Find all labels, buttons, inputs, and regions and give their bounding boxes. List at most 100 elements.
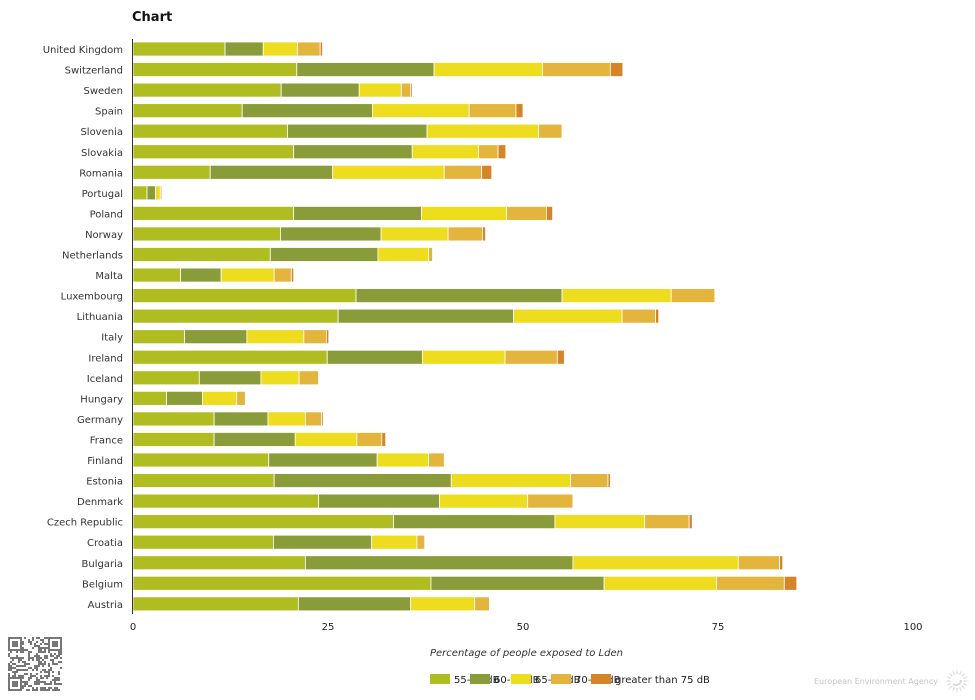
bar-segment[interactable]: [380, 226, 449, 242]
bar-segment[interactable]: [132, 123, 288, 139]
bar-segment[interactable]: [132, 432, 215, 447]
bar-segment[interactable]: [132, 205, 295, 221]
bar-segment[interactable]: [303, 329, 327, 345]
bar-segment[interactable]: [426, 123, 539, 139]
bar-segment[interactable]: [132, 267, 181, 283]
bar-segment[interactable]: [132, 226, 281, 242]
bar-segment[interactable]: [779, 555, 784, 571]
bar-segment[interactable]: [356, 432, 383, 447]
bar-segment[interactable]: [428, 452, 445, 468]
bar-segment[interactable]: [132, 370, 200, 386]
bar-segment[interactable]: [326, 349, 423, 365]
legend-item[interactable]: greater than 75 dB: [591, 674, 710, 686]
bar-segment[interactable]: [132, 555, 306, 571]
bar-segment[interactable]: [393, 514, 556, 530]
bar-segment[interactable]: [478, 144, 499, 160]
bar-segment[interactable]: [132, 247, 271, 262]
bar-segment[interactable]: [474, 596, 490, 612]
bar-segment[interactable]: [506, 205, 547, 221]
bar-segment[interactable]: [607, 473, 611, 488]
bar-segment[interactable]: [298, 370, 320, 386]
bar-segment[interactable]: [416, 534, 426, 550]
bar-segment[interactable]: [337, 308, 515, 324]
bar-segment[interactable]: [714, 288, 717, 304]
bar-segment[interactable]: [241, 103, 373, 119]
bar-segment[interactable]: [572, 493, 575, 509]
bar-segment[interactable]: [377, 247, 430, 262]
bar-segment[interactable]: [268, 452, 378, 468]
bar-segment[interactable]: [155, 185, 161, 201]
bar-segment[interactable]: [132, 493, 320, 509]
bar-segment[interactable]: [670, 288, 716, 304]
bar-segment[interactable]: [513, 308, 623, 324]
bar-segment[interactable]: [220, 267, 275, 283]
bar-segment[interactable]: [318, 493, 440, 509]
bar-segment[interactable]: [410, 82, 413, 98]
bar-segment[interactable]: [376, 452, 430, 468]
bar-segment[interactable]: [411, 144, 479, 160]
bar-segment[interactable]: [372, 103, 470, 119]
bar-segment[interactable]: [515, 103, 524, 119]
bar-segment[interactable]: [400, 82, 412, 98]
bar-segment[interactable]: [381, 432, 387, 447]
bar-segment[interactable]: [213, 411, 269, 427]
bar-segment[interactable]: [132, 185, 148, 201]
bar-segment[interactable]: [132, 82, 282, 98]
bar-segment[interactable]: [655, 308, 660, 324]
bar-segment[interactable]: [332, 164, 445, 180]
bar-segment[interactable]: [443, 164, 483, 180]
bar-segment[interactable]: [468, 103, 517, 119]
bar-segment[interactable]: [132, 514, 394, 530]
bar-segment[interactable]: [132, 329, 185, 345]
bar-segment[interactable]: [246, 329, 305, 345]
bar-segment[interactable]: [497, 144, 507, 160]
bar-segment[interactable]: [783, 575, 798, 591]
bar-segment[interactable]: [132, 103, 243, 119]
bar-segment[interactable]: [132, 62, 298, 77]
bar-segment[interactable]: [430, 575, 605, 591]
bar-segment[interactable]: [737, 555, 781, 571]
bar-segment[interactable]: [688, 514, 693, 530]
bar-segment[interactable]: [132, 308, 339, 324]
bar-segment[interactable]: [318, 370, 320, 386]
bar-segment[interactable]: [319, 41, 323, 57]
bar-segment[interactable]: [273, 473, 452, 488]
bar-segment[interactable]: [202, 390, 238, 406]
bar-segment[interactable]: [290, 267, 295, 283]
bar-segment[interactable]: [180, 267, 222, 283]
bar-segment[interactable]: [716, 575, 785, 591]
bar-segment[interactable]: [297, 41, 321, 57]
bar-segment[interactable]: [538, 123, 563, 139]
bar-segment[interactable]: [184, 329, 248, 345]
bar-segment[interactable]: [428, 247, 433, 262]
bar-segment[interactable]: [421, 205, 508, 221]
bar-segment[interactable]: [159, 185, 163, 201]
bar-segment[interactable]: [132, 390, 167, 406]
bar-segment[interactable]: [213, 432, 296, 447]
bar-segment[interactable]: [355, 288, 563, 304]
bar-segment[interactable]: [132, 575, 432, 591]
bar-segment[interactable]: [644, 514, 690, 530]
bar-segment[interactable]: [297, 596, 412, 612]
bar-segment[interactable]: [198, 370, 262, 386]
bar-segment[interactable]: [132, 349, 328, 365]
bar-segment[interactable]: [527, 493, 574, 509]
bar-segment[interactable]: [236, 390, 246, 406]
bar-segment[interactable]: [304, 555, 574, 571]
bar-segment[interactable]: [609, 62, 624, 77]
bar-segment[interactable]: [410, 596, 476, 612]
bar-segment[interactable]: [132, 452, 270, 468]
bar-segment[interactable]: [209, 164, 334, 180]
bar-segment[interactable]: [421, 349, 506, 365]
bar-segment[interactable]: [224, 41, 264, 57]
bar-segment[interactable]: [132, 41, 226, 57]
bar-segment[interactable]: [570, 473, 609, 488]
bar-segment[interactable]: [132, 164, 211, 180]
bar-segment[interactable]: [132, 411, 215, 427]
bar-segment[interactable]: [273, 267, 292, 283]
bar-segment[interactable]: [262, 41, 298, 57]
bar-segment[interactable]: [280, 82, 360, 98]
bar-segment[interactable]: [296, 62, 435, 77]
bar-segment[interactable]: [358, 82, 402, 98]
bar-segment[interactable]: [146, 185, 157, 201]
